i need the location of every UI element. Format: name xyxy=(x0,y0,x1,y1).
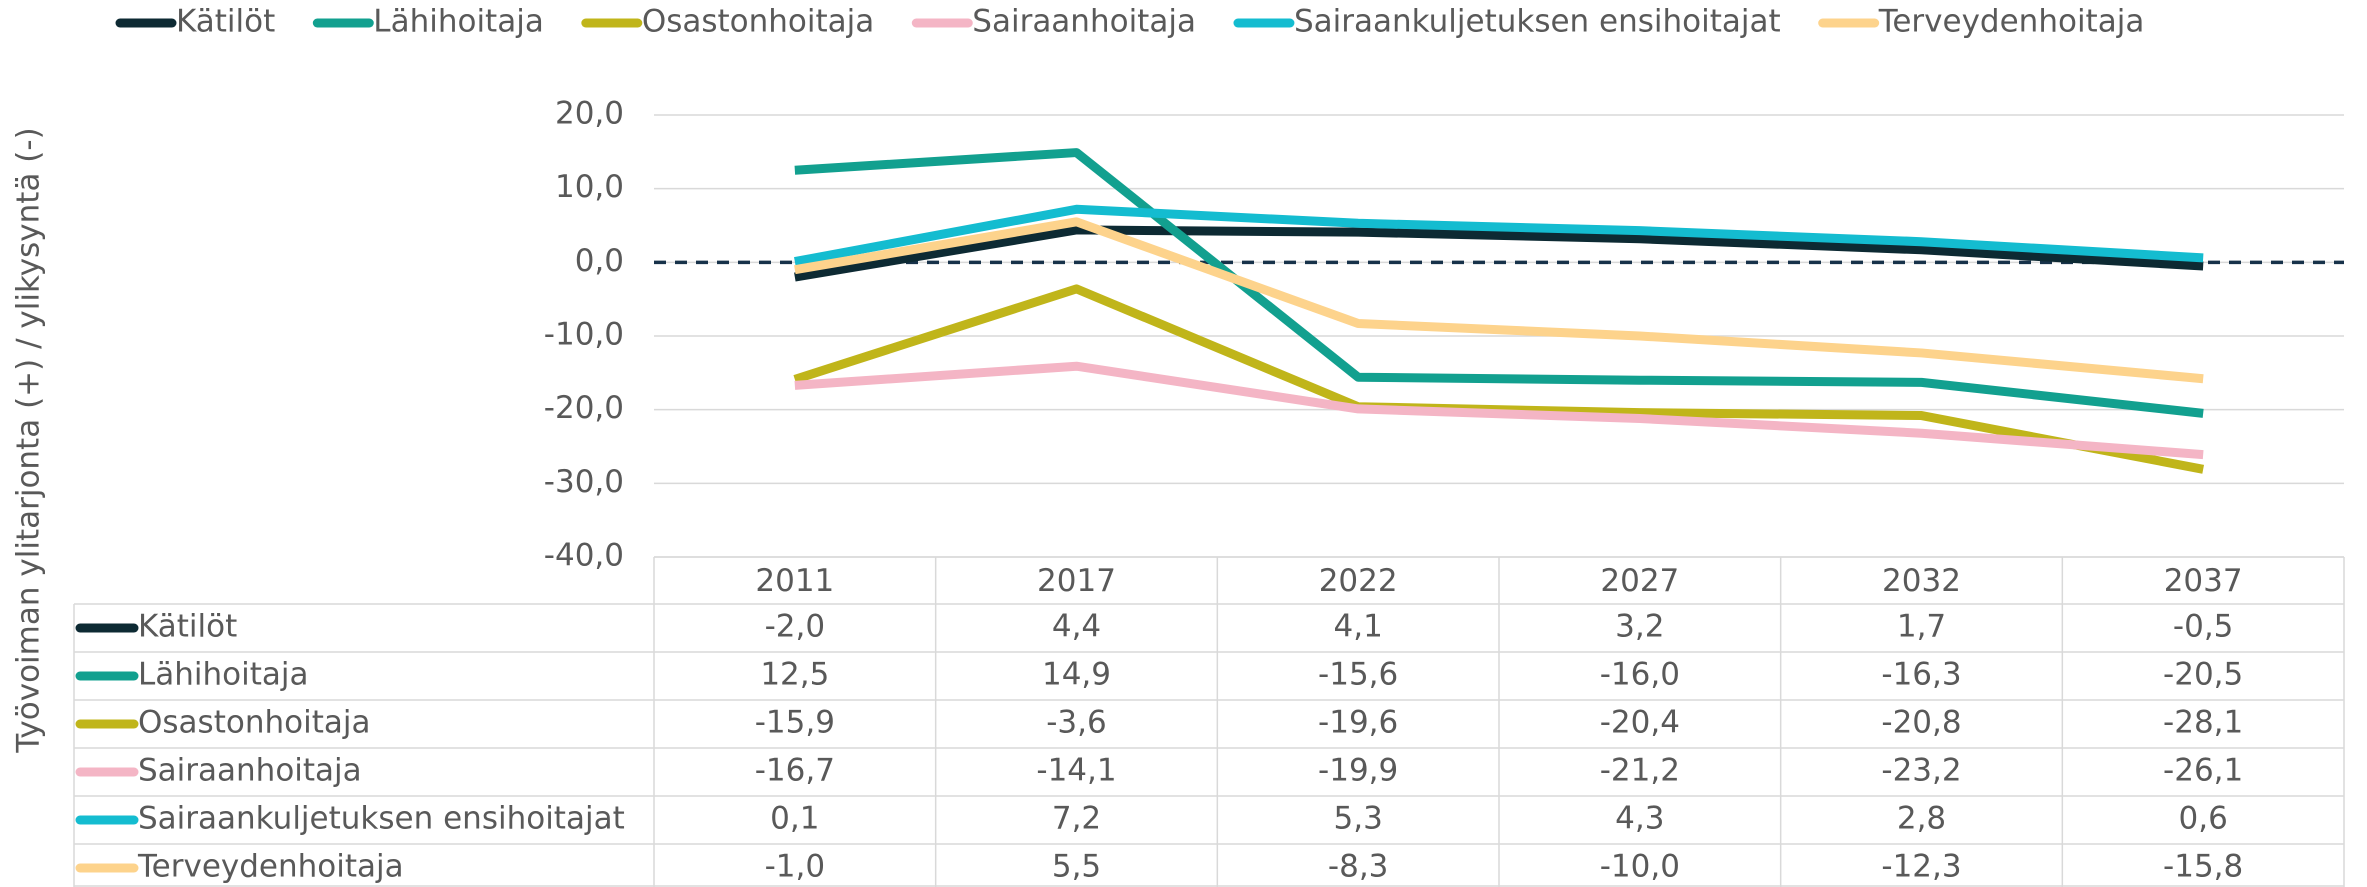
table-cell: 3,2 xyxy=(1615,609,1664,645)
table-cell: 4,3 xyxy=(1615,801,1664,837)
table-cell: 0,6 xyxy=(2179,801,2228,837)
x-tick-label: 2017 xyxy=(1037,563,1116,599)
x-tick-label: 2032 xyxy=(1882,563,1961,599)
legend-label: Osastonhoitaja xyxy=(642,4,874,40)
table-cell: -2,0 xyxy=(765,609,826,645)
series-line xyxy=(794,204,2204,267)
series-line xyxy=(794,225,2204,282)
table-cell: -15,8 xyxy=(2163,849,2243,885)
legend-label: Sairaankuljetuksen ensihoitajat xyxy=(1294,4,1781,40)
table-cell: 7,2 xyxy=(1052,801,1101,837)
table-cell: 1,7 xyxy=(1897,609,1946,645)
table-cell: -14,1 xyxy=(1036,753,1116,789)
y-tick-label: -10,0 xyxy=(544,317,624,353)
y-tick-label: -40,0 xyxy=(544,538,624,574)
table-cell: -10,0 xyxy=(1600,849,1680,885)
series-line xyxy=(794,361,2204,460)
table-cell: -8,3 xyxy=(1328,849,1389,885)
legend-label: Terveydenhoitaja xyxy=(1878,4,2145,40)
table-cell: -23,2 xyxy=(1881,753,1961,789)
table-cell: 5,3 xyxy=(1334,801,1383,837)
table-cell: -20,4 xyxy=(1600,705,1680,741)
table-cell: -19,9 xyxy=(1318,753,1398,789)
table-row-label: Osastonhoitaja xyxy=(138,705,370,741)
table-cell: -28,1 xyxy=(2163,705,2243,741)
table-row-label: Lähihoitaja xyxy=(138,657,309,693)
x-tick-label: 2027 xyxy=(1600,563,1679,599)
x-tick-label: 2022 xyxy=(1319,563,1398,599)
table-cell: -12,3 xyxy=(1881,849,1961,885)
table-cell: 4,1 xyxy=(1334,609,1383,645)
x-tick-label: 2011 xyxy=(755,563,834,599)
legend-label: Kätilöt xyxy=(176,4,275,40)
table-row-label: Sairaanhoitaja xyxy=(138,753,362,789)
series-line xyxy=(794,217,2204,384)
table-cell: 5,5 xyxy=(1052,849,1101,885)
series-line xyxy=(794,148,2204,418)
table-cell: -0,5 xyxy=(2173,609,2234,645)
table-cell: -21,2 xyxy=(1600,753,1680,789)
table-cell: 0,1 xyxy=(770,801,819,837)
y-tick-label: -30,0 xyxy=(544,464,624,500)
y-axis-label: Työvoiman ylitarjonta (+) / ylikysyntä (… xyxy=(11,127,47,753)
table-row-label: Kätilöt xyxy=(138,609,237,645)
table-row-label: Terveydenhoitaja xyxy=(137,849,404,885)
table-cell: -20,8 xyxy=(1881,705,1961,741)
y-tick-label: 10,0 xyxy=(555,169,624,205)
table-row-label: Sairaankuljetuksen ensihoitajat xyxy=(138,801,625,837)
table-cell: 2,8 xyxy=(1897,801,1946,837)
y-tick-label: 0,0 xyxy=(575,243,624,279)
table-cell: -16,0 xyxy=(1600,657,1680,693)
table-cell: -15,6 xyxy=(1318,657,1398,693)
table-cell: -3,6 xyxy=(1046,705,1107,741)
table-cell: -19,6 xyxy=(1318,705,1398,741)
legend-label: Lähihoitaja xyxy=(373,4,544,40)
table-cell: -16,3 xyxy=(1881,657,1961,693)
table-cell: 12,5 xyxy=(760,657,829,693)
table-cell: 4,4 xyxy=(1052,609,1101,645)
x-tick-label: 2037 xyxy=(2164,563,2243,599)
legend-label: Sairaanhoitaja xyxy=(972,4,1196,40)
table-cell: -1,0 xyxy=(765,849,826,885)
table-cell: -26,1 xyxy=(2163,753,2243,789)
y-tick-label: -20,0 xyxy=(544,390,624,426)
table-cell: -20,5 xyxy=(2163,657,2243,693)
y-tick-label: 20,0 xyxy=(555,96,624,132)
table-cell: -16,7 xyxy=(755,753,835,789)
table-cell: 14,9 xyxy=(1042,657,1111,693)
table-cell: -15,9 xyxy=(755,705,835,741)
